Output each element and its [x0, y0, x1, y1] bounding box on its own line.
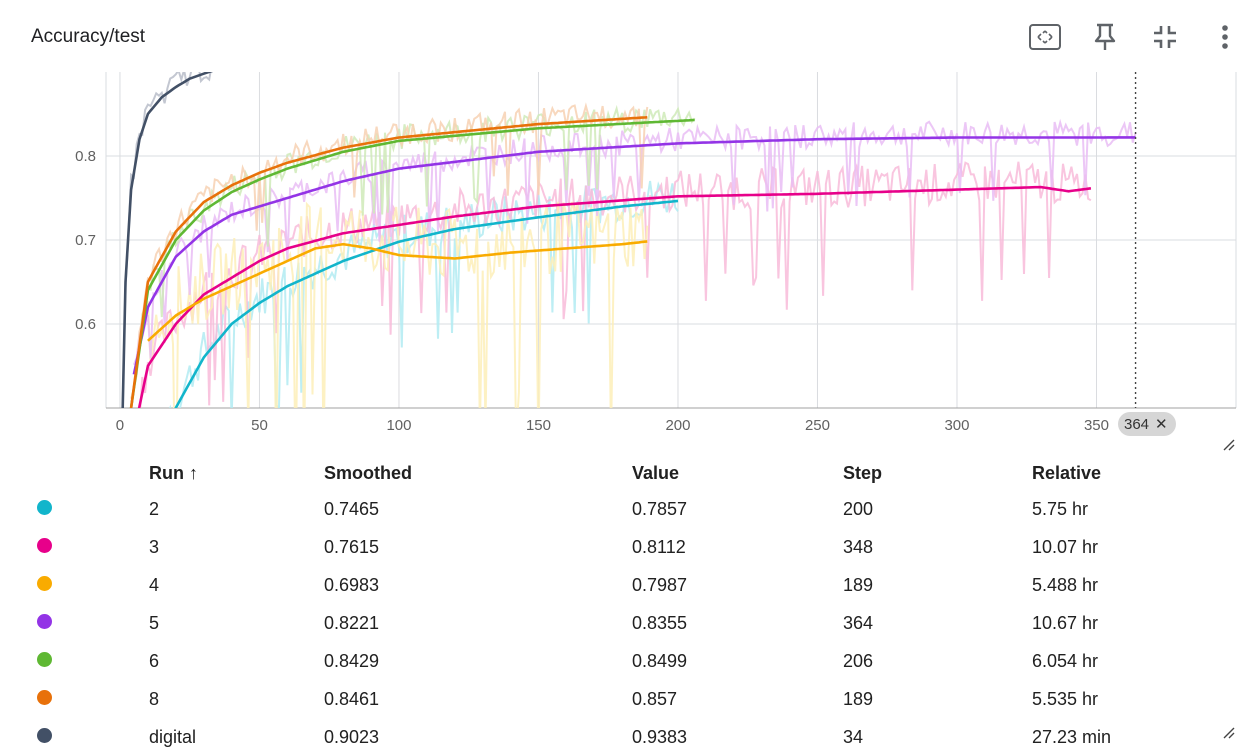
more-vert-icon: [1222, 25, 1228, 49]
series-line-4[interactable]: [147, 240, 648, 342]
series-line-3[interactable]: [134, 185, 1092, 433]
fit-domain-icon: [1029, 24, 1061, 50]
x-tick-label: 150: [526, 417, 551, 434]
close-icon[interactable]: ✕: [1155, 416, 1168, 433]
run-color-dot[interactable]: [37, 575, 52, 591]
x-tick-label: 0: [116, 417, 124, 434]
cell-step: 348: [843, 536, 874, 557]
cell-run: 3: [149, 536, 160, 557]
run-color-dot[interactable]: [37, 499, 52, 515]
column-header-value[interactable]: Value: [632, 462, 680, 483]
cell-step: 34: [843, 726, 864, 747]
cell-relative: 10.07 hr: [1032, 536, 1099, 557]
cell-step: 200: [843, 498, 874, 519]
table-row: digital 0.9023 0.9383 34 27.23 min: [0, 718, 1253, 756]
cell-value: 0.8355: [632, 612, 688, 633]
cell-step: 189: [843, 688, 874, 709]
cell-value: 0.8112: [632, 536, 686, 557]
cell-step: 364: [843, 612, 874, 633]
cell-step: 206: [843, 650, 874, 671]
collapse-icon: [1154, 26, 1176, 48]
table-header-row: Run ↑ Smoothed Value Step Relative: [0, 456, 1253, 490]
y-tick-label: 0.8: [75, 148, 96, 165]
cell-smoothed: 0.7465: [324, 498, 380, 519]
series-line-2[interactable]: [120, 199, 679, 458]
series-group: [120, 70, 1137, 458]
card-title: Accuracy/test: [31, 26, 146, 47]
cell-smoothed: 0.6983: [324, 574, 380, 595]
raw-series-line-5: [132, 118, 1137, 366]
cell-run: 8: [149, 688, 160, 709]
cell-run: 5: [149, 612, 160, 633]
line-chart[interactable]: 0 50 100 150 200 250 300 350 0.6 0.7 0.8: [0, 66, 1254, 458]
x-tick-label: 250: [805, 417, 830, 434]
chart-area[interactable]: 0 50 100 150 200 250 300 350 0.6 0.7 0.8: [0, 66, 1254, 458]
table-row: 2 0.7465 0.7857 200 5.75 hr: [0, 490, 1253, 528]
x-tick-label: 200: [665, 417, 690, 434]
cell-smoothed: 0.8221: [324, 612, 380, 633]
series-line-8[interactable]: [129, 116, 648, 408]
cell-value: 0.9383: [632, 726, 688, 747]
run-color-dot[interactable]: [37, 651, 52, 667]
cell-smoothed: 0.9023: [324, 726, 380, 747]
cell-run: 4: [149, 574, 160, 595]
pin-icon: [1094, 23, 1116, 50]
x-tick-label: 50: [251, 417, 268, 434]
cell-relative: 5.535 hr: [1032, 688, 1099, 709]
collapse-button[interactable]: [1148, 20, 1182, 54]
cell-value: 0.857: [632, 688, 678, 709]
cell-relative: 5.488 hr: [1032, 574, 1099, 595]
cell-relative: 6.054 hr: [1032, 650, 1099, 671]
series-line-6[interactable]: [129, 118, 695, 408]
more-options-button[interactable]: [1208, 20, 1242, 54]
hover-step-value: 364: [1124, 415, 1150, 433]
table-row: 3 0.7615 0.8112 348 10.07 hr: [0, 528, 1253, 566]
pin-button[interactable]: [1088, 20, 1122, 54]
table-row: 5 0.8221 0.8355 364 10.67 hr: [0, 604, 1253, 642]
table-row: 8 0.8461 0.857 189 5.535 hr: [0, 680, 1253, 718]
raw-series-line-8: [130, 102, 649, 400]
x-tick-label: 350: [1084, 417, 1109, 434]
column-header-step[interactable]: Step: [843, 462, 883, 483]
run-color-dot[interactable]: [37, 537, 52, 553]
cell-value: 0.8499: [632, 650, 688, 671]
fit-domain-button[interactable]: [1028, 20, 1062, 54]
x-tick-label: 300: [944, 417, 969, 434]
y-tick-label: 0.7: [75, 232, 96, 249]
cell-smoothed: 0.8429: [324, 650, 380, 671]
column-header-smoothed[interactable]: Smoothed: [324, 462, 412, 483]
cell-run: digital: [149, 726, 197, 747]
cell-relative: 27.23 min: [1032, 726, 1112, 747]
resize-icon[interactable]: [1222, 726, 1236, 740]
resize-icon[interactable]: [1222, 438, 1236, 452]
run-color-dot[interactable]: [37, 689, 52, 705]
cell-smoothed: 0.7615: [324, 536, 380, 557]
cell-value: 0.7857: [632, 498, 688, 519]
cell-relative: 5.75 hr: [1032, 498, 1089, 519]
hover-step-chip[interactable]: 364 ✕: [1118, 412, 1176, 436]
cell-relative: 10.67 hr: [1032, 612, 1099, 633]
series-line-5[interactable]: [132, 136, 1136, 375]
cell-run: 6: [149, 650, 160, 671]
table-row: 4 0.6983 0.7987 189 5.488 hr: [0, 566, 1253, 604]
runs-table: Run ↑ Smoothed Value Step Relative 2 0.74…: [0, 456, 1253, 756]
x-tick-label: 100: [386, 417, 411, 434]
cell-smoothed: 0.8461: [324, 688, 380, 709]
cell-run: 2: [149, 498, 160, 519]
series-line-digital[interactable]: [120, 70, 215, 458]
column-header-relative[interactable]: Relative: [1032, 462, 1102, 483]
cell-step: 189: [843, 574, 874, 595]
column-header-run[interactable]: Run ↑: [149, 462, 198, 483]
table-row: 6 0.8429 0.8499 206 6.054 hr: [0, 642, 1253, 680]
y-tick-label: 0.6: [75, 316, 96, 333]
run-color-dot[interactable]: [37, 727, 52, 743]
run-color-dot[interactable]: [37, 613, 52, 629]
cell-value: 0.7987: [632, 574, 688, 595]
